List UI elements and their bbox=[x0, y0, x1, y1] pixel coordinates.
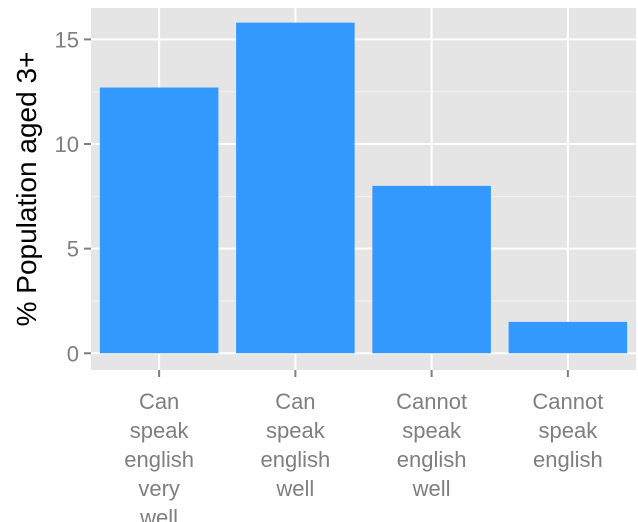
x-tick-label-line: well bbox=[139, 505, 178, 522]
x-tick-label: Cannot speak english well bbox=[396, 389, 467, 501]
y-axis-title: % Population aged 3+ bbox=[11, 52, 42, 327]
y-tick-label: 15 bbox=[55, 27, 79, 52]
bar bbox=[508, 321, 628, 354]
x-tick-label-line: english bbox=[397, 447, 467, 472]
x-tick-label-line: very bbox=[138, 476, 180, 501]
bars-group bbox=[99, 22, 628, 354]
x-tick-label-line: english bbox=[261, 447, 331, 472]
x-tick-label: Can speak english very well bbox=[124, 389, 194, 522]
x-tick-label-line: Cannot bbox=[532, 389, 603, 414]
x-tick-label: Cannot speak english bbox=[532, 389, 603, 472]
x-tick-label-line: speak bbox=[266, 418, 326, 443]
x-tick-label-line: well bbox=[275, 476, 314, 501]
x-tick-label-line: Cannot bbox=[396, 389, 467, 414]
y-tick-label: 0 bbox=[67, 341, 79, 366]
bar bbox=[372, 185, 491, 354]
y-axis: 0 5 10 15 bbox=[55, 27, 91, 366]
bar bbox=[99, 87, 219, 354]
x-axis: Can speak english very well Can speak english we… bbox=[124, 370, 603, 522]
x-tick-label-line: Can bbox=[275, 389, 315, 414]
x-tick-label-line: english bbox=[124, 447, 194, 472]
x-tick-label-line: speak bbox=[130, 418, 190, 443]
x-tick-label: Can speak english well bbox=[261, 389, 331, 501]
x-tick-label-line: Can bbox=[139, 389, 179, 414]
x-tick-label-line: speak bbox=[402, 418, 462, 443]
x-tick-label-line: english bbox=[533, 447, 603, 472]
x-tick-label-line: well bbox=[412, 476, 451, 501]
y-tick-label: 10 bbox=[55, 132, 79, 157]
y-tick-label: 5 bbox=[67, 237, 79, 262]
x-tick-label-line: speak bbox=[539, 418, 599, 443]
bar bbox=[236, 22, 355, 354]
